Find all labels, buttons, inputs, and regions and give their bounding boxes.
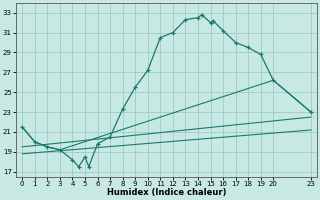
X-axis label: Humidex (Indice chaleur): Humidex (Indice chaleur)	[107, 188, 226, 197]
